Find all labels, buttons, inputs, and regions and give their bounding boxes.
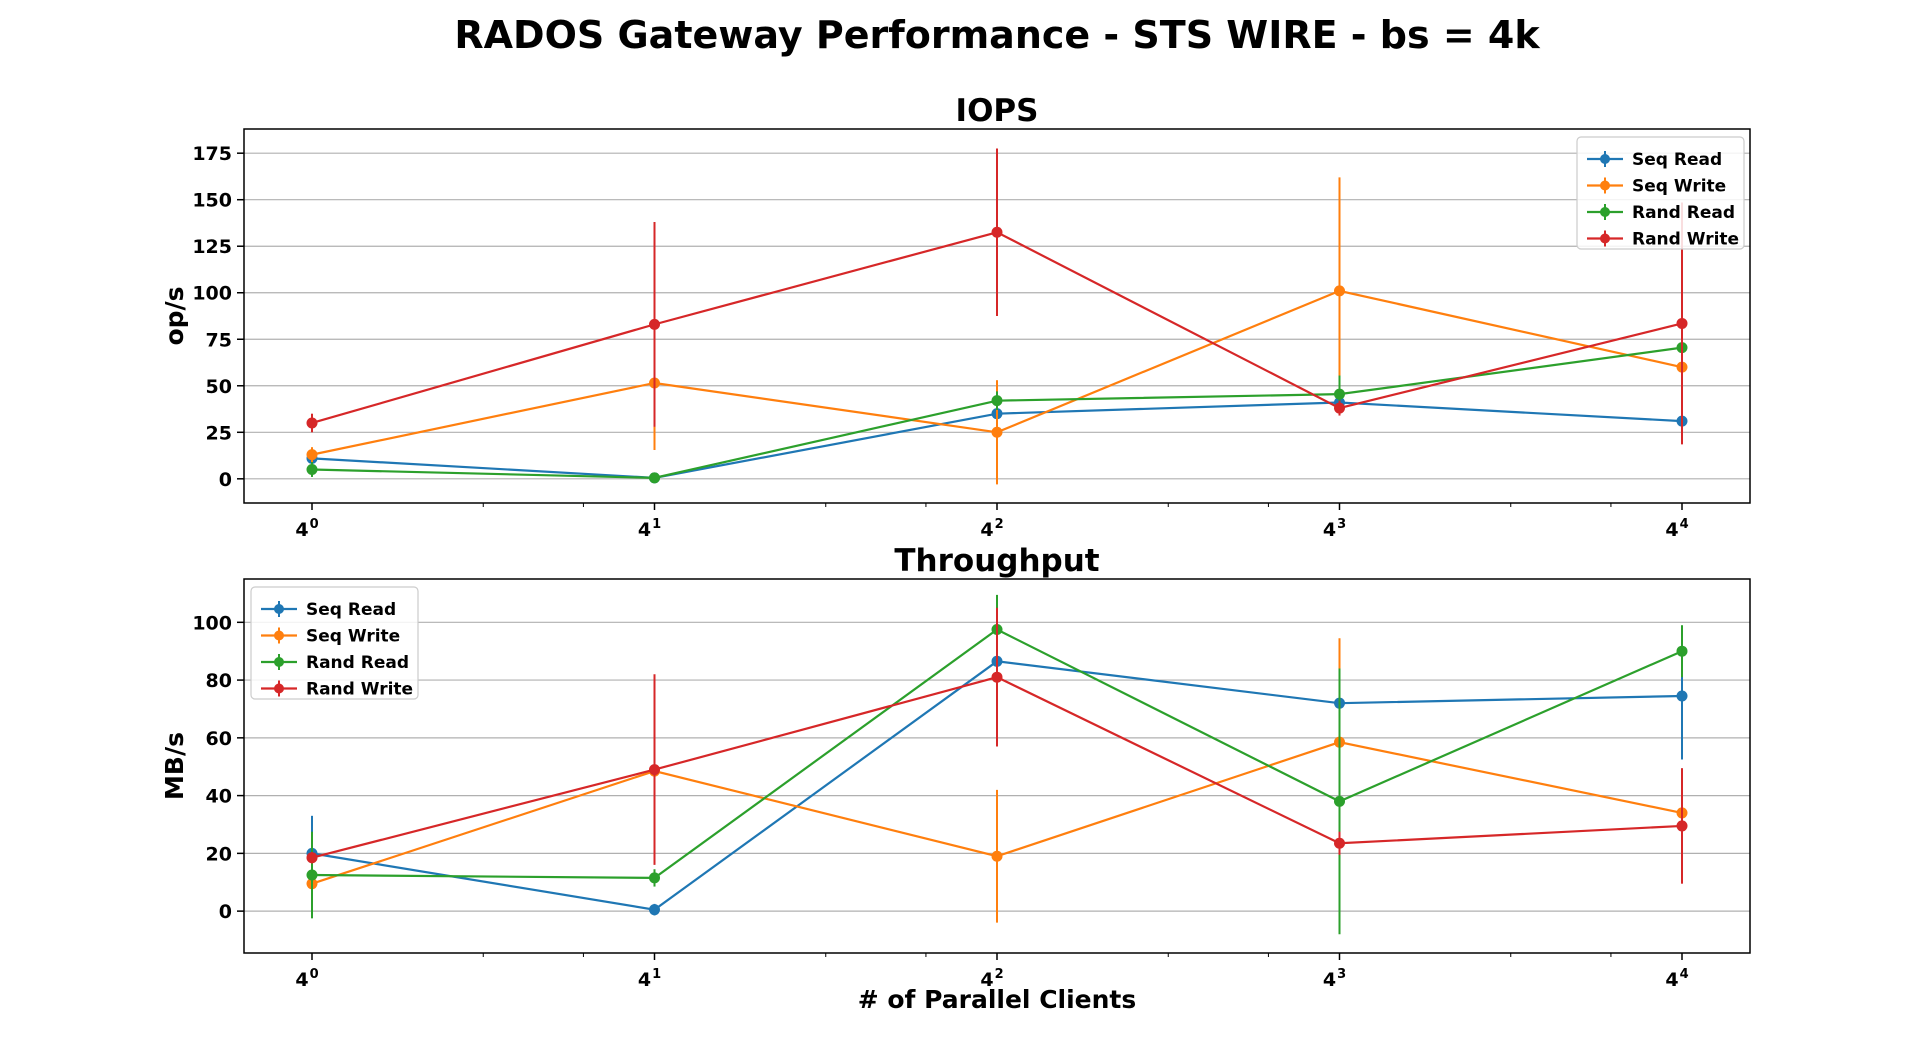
- legend-item: Seq Read: [261, 600, 396, 620]
- y-tick-label: 50: [206, 376, 232, 398]
- data-point: [649, 472, 660, 484]
- chart-title: Throughput: [894, 543, 1099, 579]
- data-point: [306, 417, 318, 429]
- x-tick-label: 44: [1665, 517, 1688, 541]
- legend-label: Rand Read: [1632, 203, 1735, 223]
- data-point: [1676, 317, 1688, 329]
- x-tick-label: 43: [1323, 517, 1346, 541]
- y-tick-label: 100: [192, 283, 232, 305]
- data-point: [1676, 820, 1688, 832]
- data-point: [649, 872, 660, 884]
- y-tick-label: 40: [206, 786, 232, 808]
- legend-item: Rand Write: [1587, 230, 1739, 250]
- y-tick-label: 20: [206, 843, 232, 865]
- legend-label: Rand Read: [306, 653, 409, 673]
- data-point: [1676, 690, 1688, 702]
- x-tick-label: 40: [295, 967, 318, 991]
- data-point: [991, 395, 1003, 407]
- data-point: [649, 904, 660, 916]
- legend-label: Seq Read: [306, 600, 396, 620]
- legend-label: Seq Read: [1632, 150, 1722, 170]
- legend-marker: [274, 604, 284, 614]
- x-tick-label: 41: [638, 967, 661, 991]
- legend-marker: [1600, 207, 1610, 217]
- legend-item: Seq Write: [1587, 177, 1726, 197]
- data-point: [1334, 285, 1345, 297]
- legend-item: Rand Read: [261, 653, 409, 673]
- data-point: [306, 464, 318, 476]
- legend: Seq Read Seq Write Rand Read Rand Write: [1576, 136, 1745, 250]
- legend-label: Rand Write: [306, 680, 413, 700]
- legend-marker: [274, 657, 284, 667]
- data-point: [1334, 402, 1345, 414]
- x-tick-label: 43: [1323, 967, 1346, 991]
- legend-box: [1576, 136, 1745, 250]
- data-point: [991, 426, 1003, 438]
- data-point: [1334, 388, 1345, 400]
- x-tick-label: 42: [980, 517, 1003, 541]
- y-tick-label: 0: [219, 901, 232, 923]
- legend-item: Rand Read: [1587, 203, 1735, 223]
- data-point: [1334, 795, 1345, 807]
- data-point: [306, 869, 318, 881]
- x-tick-label: 44: [1665, 967, 1688, 991]
- x-axis-label: # of Parallel Clients: [858, 985, 1137, 1014]
- data-point: [306, 449, 318, 461]
- legend-marker: [274, 683, 284, 694]
- series-rand-read: [306, 338, 1688, 484]
- chart-panel-1: 0 25 50 75 100 125 150 175 40 41 42 43 44 IOPS op/s Seq…: [160, 93, 1751, 541]
- data-point: [991, 850, 1003, 862]
- legend-label: Seq Write: [306, 627, 400, 647]
- y-tick-label: 75: [206, 329, 232, 351]
- y-tick-label: 125: [192, 236, 232, 258]
- legend-item: Rand Write: [261, 680, 413, 700]
- legend-label: Seq Write: [1632, 177, 1726, 197]
- legend-marker: [1600, 233, 1610, 244]
- data-point: [1334, 837, 1345, 849]
- figure-title: RADOS Gateway Performance - STS WIRE - b…: [454, 13, 1540, 57]
- series-rand-write: [306, 607, 1688, 884]
- y-tick-label: 150: [192, 190, 232, 212]
- data-point: [306, 852, 318, 864]
- y-tick-label: 0: [219, 469, 232, 491]
- legend-label: Rand Write: [1632, 230, 1739, 250]
- y-tick-label: 175: [192, 143, 232, 165]
- x-tick-label: 41: [638, 517, 661, 541]
- y-tick-label: 60: [206, 728, 232, 750]
- legend-item: Seq Read: [1587, 150, 1722, 170]
- chart-title: IOPS: [956, 93, 1039, 129]
- legend-marker: [1600, 180, 1610, 191]
- x-tick-label: 40: [295, 517, 318, 541]
- legend-item: Seq Write: [261, 627, 400, 647]
- data-point: [649, 764, 660, 776]
- legend: Seq Read Seq Write Rand Read Rand Write: [250, 586, 419, 700]
- y-axis-label: op/s: [160, 286, 189, 345]
- y-tick-label: 25: [206, 422, 232, 444]
- y-tick-label: 80: [206, 670, 232, 692]
- y-tick-label: 100: [192, 612, 232, 634]
- data-point: [649, 318, 660, 330]
- data-point: [991, 226, 1003, 238]
- legend-marker: [1600, 154, 1610, 164]
- data-point: [991, 671, 1003, 683]
- data-point: [1676, 645, 1688, 657]
- y-axis-label: MB/s: [160, 732, 189, 800]
- legend-box: [250, 586, 419, 700]
- legend-marker: [274, 630, 284, 641]
